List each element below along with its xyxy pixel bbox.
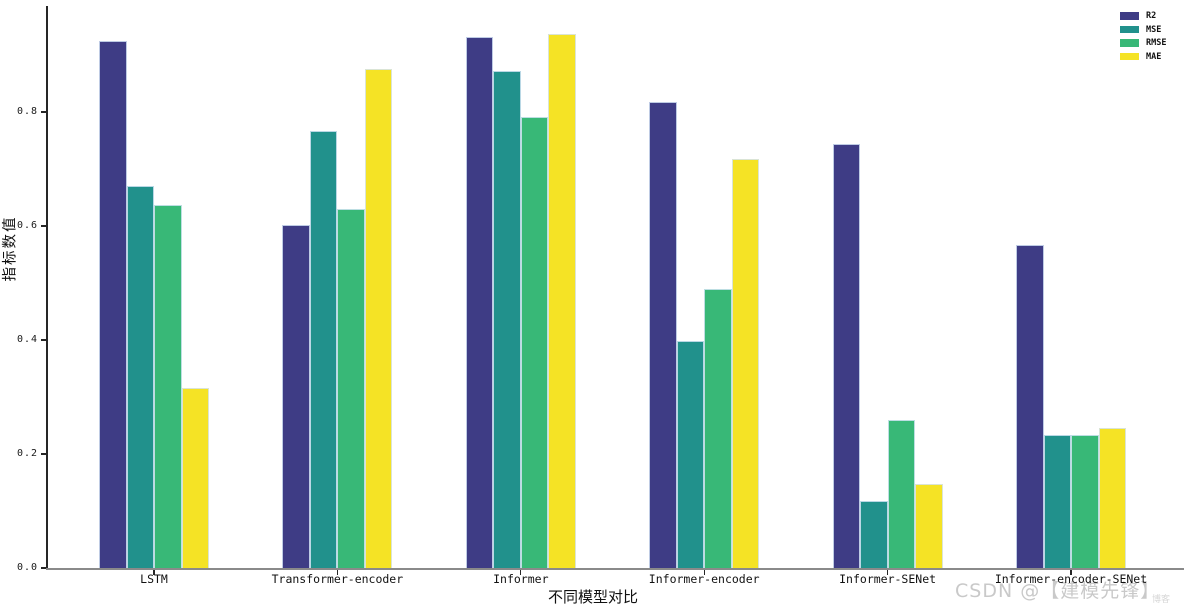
x-tick-label: Informer: [493, 572, 549, 586]
bar-r2: [832, 143, 861, 568]
x-tick-mark: [1070, 570, 1072, 575]
bar-mae: [1098, 428, 1126, 568]
x-tick-mark: [153, 570, 155, 575]
y-tick-mark: [41, 225, 46, 227]
bar-mae: [731, 159, 760, 568]
bar-rmse: [154, 205, 182, 568]
bar-mse: [493, 70, 521, 568]
legend-label: RMSE: [1146, 38, 1167, 48]
bar-mae: [915, 483, 943, 568]
y-tick-mark: [41, 339, 46, 341]
x-tick-label: Informer-SENet: [839, 572, 937, 586]
x-tick-label: Transformer-encoder: [271, 572, 404, 586]
legend-swatch-icon: [1120, 52, 1139, 60]
bar-mae: [548, 33, 576, 568]
bar-mae: [181, 387, 209, 568]
bar-r2: [465, 36, 494, 568]
x-tick-label: LSTM: [140, 572, 168, 586]
x-tick-mark: [336, 570, 339, 575]
bar-rmse: [704, 288, 732, 568]
bar-rmse: [337, 208, 365, 568]
y-tick-mark: [41, 453, 46, 455]
watermark-text: CSDN @【建模先锋】: [955, 580, 1161, 602]
y-tick-label: 0.0: [16, 562, 38, 573]
x-axis-line: [46, 568, 1184, 570]
legend-label: R2: [1146, 11, 1157, 21]
bar-r2: [99, 40, 127, 568]
bar-mae: [364, 69, 393, 568]
bar-r2: [649, 102, 677, 568]
legend-swatch-icon: [1120, 25, 1139, 33]
watermark-small-text: 博客: [1152, 595, 1171, 605]
bar-mse: [309, 130, 338, 568]
bar-rmse: [887, 419, 916, 568]
x-tick-label: Informer-encoder: [648, 572, 760, 586]
bar-mse: [1043, 434, 1071, 568]
x-axis-title: 不同模型对比: [547, 588, 638, 606]
x-tick-mark: [886, 570, 889, 575]
bar-rmse: [1071, 434, 1099, 568]
legend-swatch-icon: [1120, 39, 1139, 47]
bar-r2: [282, 224, 310, 568]
legend-label: MSE: [1146, 24, 1162, 35]
bar-rmse: [520, 117, 549, 568]
bar-mse: [126, 186, 154, 568]
legend-swatch-icon: [1120, 12, 1139, 20]
bar-mse: [676, 341, 705, 568]
x-tick-mark: [520, 570, 522, 575]
bar-mse: [860, 501, 888, 568]
y-tick-mark: [41, 567, 46, 569]
bar-r2: [1016, 244, 1044, 568]
x-tick-label: Informer-encoder-SENet: [994, 572, 1148, 586]
y-axis-line: [46, 6, 48, 569]
y-tick-label: 0.6: [16, 220, 38, 231]
y-tick-label: 0.2: [16, 448, 38, 459]
x-tick-mark: [703, 570, 705, 575]
y-tick-label: 0.4: [16, 334, 38, 345]
y-tick-mark: [41, 111, 46, 113]
legend-label: MAE: [1146, 51, 1162, 62]
y-tick-label: 0.8: [16, 106, 38, 117]
